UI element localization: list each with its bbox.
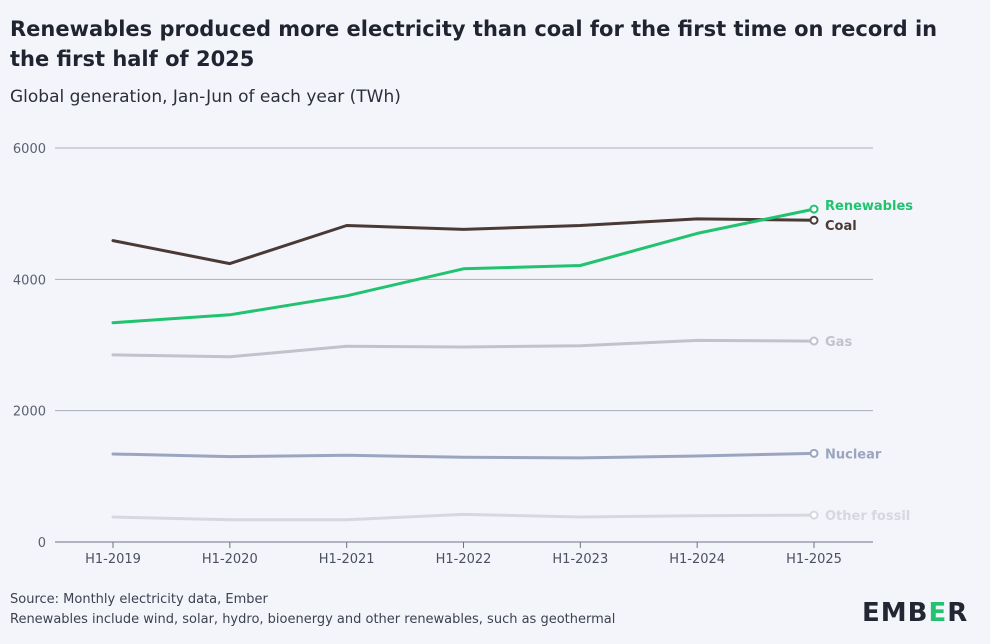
series-nuclear: Nuclear: [111, 447, 882, 462]
series-label-gas: Gas: [825, 335, 852, 350]
logo-text-accent: E: [928, 598, 948, 628]
series-label-coal: Coal: [825, 219, 857, 234]
series-endpoint-gas: [809, 336, 819, 346]
chart-title: Renewables produced more electricity tha…: [10, 17, 938, 71]
x-tick-label: H1-2021: [319, 552, 375, 567]
ember-logo: EMBER: [862, 598, 968, 628]
y-tick-label: 0: [38, 536, 46, 551]
series-endpoint-nuclear: [809, 448, 819, 458]
source-note: Source: Monthly electricity data, Ember: [10, 592, 268, 607]
x-axis: [55, 541, 873, 548]
series-line-renewables: [111, 207, 816, 325]
grid-lines: [55, 147, 873, 412]
series-coal: Coal: [111, 215, 857, 266]
series-label-nuclear: Nuclear: [825, 447, 882, 462]
x-tick-label: H1-2023: [552, 552, 608, 567]
x-tick-label: H1-2024: [669, 552, 725, 567]
y-axis: 0 2000 4000 6000: [13, 142, 46, 551]
series-line-other-fossil: [111, 512, 816, 522]
x-tick-label: H1-2025: [786, 552, 842, 567]
logo-text-left: EMB: [862, 598, 929, 628]
renewables-definition-note: Renewables include wind, solar, hydro, b…: [10, 612, 616, 627]
logo-text-right: R: [947, 598, 969, 628]
series-endpoint-coal: [809, 215, 819, 225]
chart-subtitle: Global generation, Jan-Jun of each year …: [10, 87, 401, 107]
y-tick-label: 6000: [13, 142, 46, 157]
x-tick-label: H1-2022: [436, 552, 492, 567]
series-endpoint-renewables: [809, 204, 819, 214]
series-label-renewables: Renewables: [825, 199, 913, 214]
series-line-nuclear: [111, 451, 816, 460]
chart-footer: Source: Monthly electricity data, Ember …: [10, 590, 615, 630]
series-line-gas: [111, 338, 816, 359]
x-tick-labels: H1-2019 H1-2020 H1-2021 H1-2022 H1-2023 H1-20…: [85, 552, 842, 567]
series-other-fossil: Other fossil: [111, 509, 910, 524]
series-endpoint-other-fossil: [809, 510, 819, 520]
x-tick-label: H1-2019: [85, 552, 141, 567]
series-label-other-fossil: Other fossil: [825, 509, 910, 524]
y-tick-label: 4000: [13, 273, 46, 288]
series-line-coal: [111, 217, 816, 266]
series-renewables: Renewables: [111, 199, 913, 325]
y-tick-label: 2000: [13, 405, 46, 420]
series-lines: Other fossil Nuclear Gas Coal Renewables: [111, 199, 913, 524]
x-tick-label: H1-2020: [202, 552, 258, 567]
series-gas: Gas: [111, 335, 852, 359]
